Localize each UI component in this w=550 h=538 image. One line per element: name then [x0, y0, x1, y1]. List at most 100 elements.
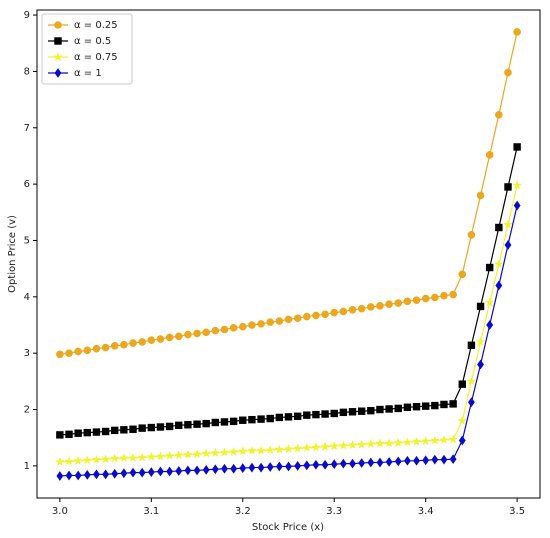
- marker: [513, 200, 521, 211]
- marker: [93, 469, 100, 480]
- legend-label: α = 0.75: [74, 52, 118, 63]
- marker: [138, 338, 146, 346]
- marker: [467, 397, 475, 408]
- marker: [411, 436, 422, 446]
- series: [56, 200, 521, 481]
- marker: [495, 280, 503, 291]
- marker: [147, 467, 155, 477]
- marker: [120, 426, 128, 434]
- marker: [275, 413, 284, 422]
- marker: [475, 337, 486, 346]
- marker: [503, 219, 513, 229]
- marker: [266, 318, 275, 326]
- marker: [101, 343, 110, 352]
- marker: [458, 270, 467, 279]
- y-axis-label: Option Price (v): [7, 215, 18, 293]
- marker: [193, 329, 201, 338]
- marker: [312, 459, 320, 470]
- marker: [138, 424, 146, 432]
- marker: [403, 297, 412, 306]
- marker: [100, 454, 111, 464]
- marker: [92, 428, 101, 436]
- marker: [91, 454, 102, 464]
- marker: [201, 448, 211, 458]
- marker: [165, 333, 174, 342]
- marker: [477, 359, 484, 370]
- marker: [302, 312, 311, 321]
- marker: [293, 314, 302, 323]
- marker: [303, 411, 311, 419]
- marker: [156, 423, 165, 431]
- marker: [348, 305, 357, 314]
- marker: [184, 465, 192, 476]
- marker: [303, 460, 311, 471]
- marker: [266, 414, 274, 423]
- marker: [165, 422, 174, 431]
- marker: [53, 52, 63, 61]
- marker: [367, 406, 375, 415]
- marker: [111, 426, 119, 435]
- legend-box: [41, 13, 133, 85]
- marker: [193, 465, 201, 476]
- marker: [74, 347, 82, 356]
- marker: [486, 263, 494, 272]
- marker: [330, 459, 338, 470]
- marker: [265, 445, 275, 455]
- marker: [183, 449, 193, 459]
- marker: [330, 409, 338, 418]
- x-tick-label: 3.2: [235, 506, 251, 517]
- marker: [330, 308, 339, 317]
- marker: [174, 332, 183, 341]
- marker: [449, 400, 457, 408]
- marker: [449, 290, 457, 299]
- marker: [312, 410, 320, 419]
- marker: [321, 410, 329, 418]
- marker: [239, 463, 247, 474]
- marker: [120, 340, 128, 349]
- marker: [193, 420, 201, 428]
- marker: [175, 421, 183, 430]
- marker: [375, 438, 385, 448]
- marker: [358, 458, 366, 468]
- marker: [138, 467, 146, 478]
- marker: [74, 429, 82, 437]
- marker: [402, 437, 413, 447]
- marker: [238, 446, 248, 456]
- marker: [485, 151, 494, 159]
- marker: [439, 435, 449, 444]
- marker: [120, 468, 128, 479]
- marker: [412, 296, 421, 305]
- marker: [275, 461, 283, 472]
- x-tick-label: 3.3: [326, 506, 342, 517]
- y-tick-label: 9: [24, 10, 30, 21]
- marker: [147, 423, 156, 432]
- marker: [137, 452, 147, 462]
- marker: [403, 403, 412, 411]
- marker: [293, 443, 303, 453]
- marker: [129, 339, 137, 347]
- marker: [266, 462, 274, 472]
- marker: [376, 302, 384, 310]
- marker: [357, 439, 367, 449]
- x-tick-label: 3.1: [143, 506, 159, 517]
- y-tick-label: 4: [24, 292, 30, 303]
- marker: [56, 350, 64, 359]
- marker: [284, 315, 293, 324]
- series: [55, 180, 522, 466]
- marker: [230, 463, 238, 474]
- marker: [285, 461, 292, 472]
- x-axis-label: Stock Price (x): [252, 522, 324, 533]
- marker: [312, 311, 320, 320]
- marker: [257, 462, 265, 473]
- x-tick-label: 3.5: [509, 506, 525, 517]
- marker: [219, 447, 230, 457]
- marker: [385, 300, 393, 308]
- marker: [248, 462, 256, 473]
- marker: [210, 448, 220, 457]
- marker: [394, 299, 403, 307]
- marker: [320, 441, 330, 451]
- marker: [256, 445, 266, 455]
- marker: [164, 450, 175, 460]
- marker: [494, 259, 504, 269]
